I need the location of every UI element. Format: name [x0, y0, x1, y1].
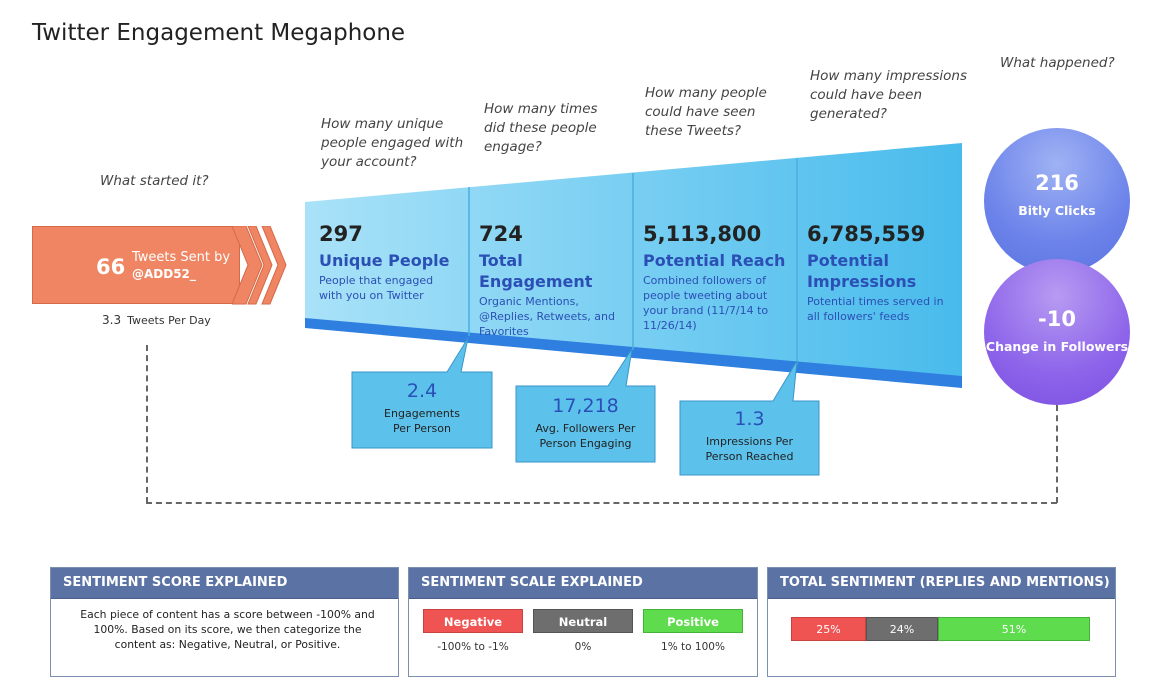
scale-negative-range: -100% to -1% — [437, 641, 509, 653]
metric-label: Unique People — [319, 251, 450, 270]
chevron-arrows-icon — [232, 226, 287, 305]
metric-total-engagement: 724 Total Engagement Organic Mentions, @… — [479, 222, 634, 339]
followers-change-number: -10 — [1038, 307, 1076, 331]
bitly-clicks-label: Bitly Clicks — [1018, 203, 1096, 218]
panel-title: SENTIMENT SCALE EXPLAINED — [409, 568, 757, 599]
tweets-sent-box: 66 Tweets Sent by @ADD52_ — [32, 226, 240, 304]
callout-avg-followers: 17,218 Avg. Followers Per Person Engagin… — [516, 395, 655, 451]
panel-title: SENTIMENT SCORE EXPLAINED — [51, 568, 398, 599]
question-happened: What happened? — [1000, 55, 1115, 71]
scale-neutral: Neutral — [533, 609, 633, 633]
callout-engagements-per-person: 2.4 Engagements Per Person — [352, 380, 492, 436]
metric-potential-reach: 5,113,800 Potential Reach Combined follo… — [643, 222, 798, 333]
connector-right — [1056, 405, 1058, 503]
followers-change-label: Change in Followers — [985, 339, 1129, 354]
connector-bottom — [146, 502, 1057, 504]
callout-number: 1.3 — [734, 408, 765, 430]
scale-negative: Negative — [423, 609, 523, 633]
panel-sentiment-scale: SENTIMENT SCALE EXPLAINED Negative Neutr… — [408, 567, 758, 677]
metric-potential-impressions: 6,785,559 Potential Impressions Potentia… — [807, 222, 962, 324]
page-title: Twitter Engagement Megaphone — [32, 20, 406, 46]
callout-number: 17,218 — [552, 395, 619, 417]
bitly-clicks-number: 216 — [1035, 171, 1079, 195]
scale-neutral-range: 0% — [574, 641, 592, 653]
metric-number: 6,785,559 — [807, 222, 926, 246]
tweets-handle: @ADD52_ — [132, 267, 196, 281]
sentiment-negative-segment: 25% — [791, 617, 866, 641]
metric-desc: Potential times served in all followers'… — [807, 295, 944, 323]
tweets-count: 66 — [96, 255, 126, 279]
metric-unique-people: 297 Unique People People that engaged wi… — [319, 222, 474, 303]
panel-total-sentiment: TOTAL SENTIMENT (REPLIES AND MENTIONS) 2… — [767, 567, 1116, 677]
sentiment-neutral-segment: 24% — [866, 617, 938, 641]
question-seen: How many people could have seen these Tw… — [645, 85, 767, 139]
tweets-per-day-label: Tweets Per Day — [127, 314, 211, 327]
callout-label: Engagements Per Person — [384, 407, 460, 435]
metric-number: 724 — [479, 222, 523, 246]
metric-number: 297 — [319, 222, 363, 246]
metric-desc: Organic Mentions, @Replies, Retweets, an… — [479, 295, 615, 338]
followers-change-circle: -10 Change in Followers — [984, 259, 1130, 405]
metric-desc: People that engaged with you on Twitter — [319, 274, 434, 302]
metric-label: Potential Impressions — [807, 251, 917, 291]
callout-label: Impressions Per Person Reached — [705, 435, 794, 463]
question-impressions: How many impressions could have been gen… — [810, 68, 967, 122]
callout-impressions-per-person: 1.3 Impressions Per Person Reached — [680, 408, 819, 464]
question-times: How many times did these people engage? — [484, 101, 598, 155]
question-started: What started it? — [100, 173, 209, 189]
callout-shapes — [351, 337, 820, 476]
scale-positive-range: 1% to 100% — [661, 641, 725, 653]
panel-title: TOTAL SENTIMENT (REPLIES AND MENTIONS) — [768, 568, 1115, 599]
bitly-clicks-circle: 216 Bitly Clicks — [984, 128, 1130, 274]
tweets-label-block: Tweets Sent by @ADD52_ — [132, 249, 230, 283]
tweets-per-day: 3.3 Tweets Per Day — [102, 313, 211, 327]
megaphone-funnel — [305, 143, 962, 388]
callout-label: Avg. Followers Per Person Engaging — [535, 422, 636, 450]
question-unique: How many unique people engaged with your… — [321, 116, 464, 170]
panel-text: Each piece of content has a score betwee… — [80, 608, 375, 651]
callout-number: 2.4 — [406, 380, 438, 402]
metric-desc: Combined followers of people tweeting ab… — [643, 274, 769, 332]
panel-sentiment-score: SENTIMENT SCORE EXPLAINED Each piece of … — [50, 567, 399, 677]
connector-left — [146, 345, 148, 503]
metric-number: 5,113,800 — [643, 222, 762, 246]
tweets-label: Tweets Sent by — [132, 250, 231, 265]
metric-label: Potential Reach — [643, 251, 786, 270]
metric-label: Total Engagement — [479, 251, 593, 291]
sentiment-positive-segment: 51% — [938, 617, 1090, 641]
scale-positive: Positive — [643, 609, 743, 633]
tweets-per-day-value: 3.3 — [102, 313, 122, 327]
